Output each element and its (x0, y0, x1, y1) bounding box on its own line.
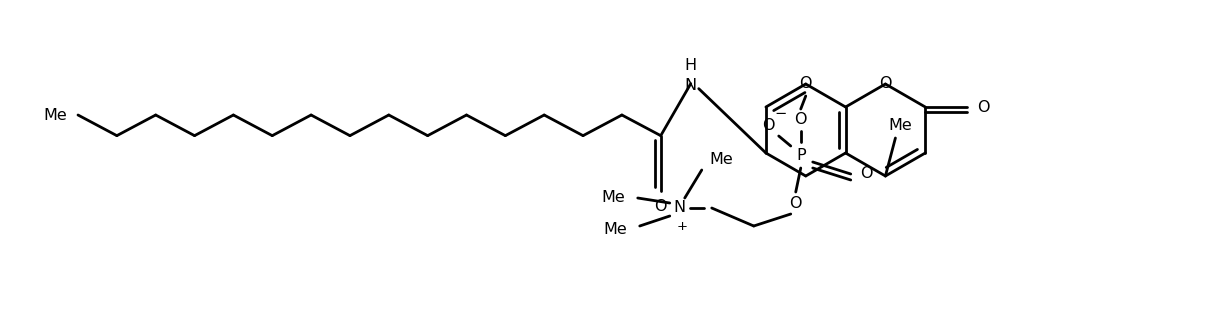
Text: O: O (861, 167, 873, 181)
Text: N: N (685, 78, 697, 93)
Text: O: O (795, 112, 807, 128)
Text: O: O (654, 199, 667, 214)
Text: Me: Me (43, 108, 67, 122)
Text: O: O (790, 196, 802, 212)
Text: Me: Me (603, 223, 626, 237)
Text: O: O (977, 99, 989, 114)
Text: O: O (879, 76, 892, 91)
Text: P: P (796, 148, 806, 164)
Text: +: + (676, 219, 687, 233)
Text: O: O (800, 76, 812, 91)
Text: O: O (762, 119, 775, 133)
Text: H: H (685, 58, 697, 73)
Text: N: N (674, 201, 686, 215)
Text: −: − (774, 107, 786, 122)
Text: Me: Me (889, 118, 912, 133)
Text: Me: Me (709, 153, 734, 168)
Text: Me: Me (600, 191, 625, 205)
